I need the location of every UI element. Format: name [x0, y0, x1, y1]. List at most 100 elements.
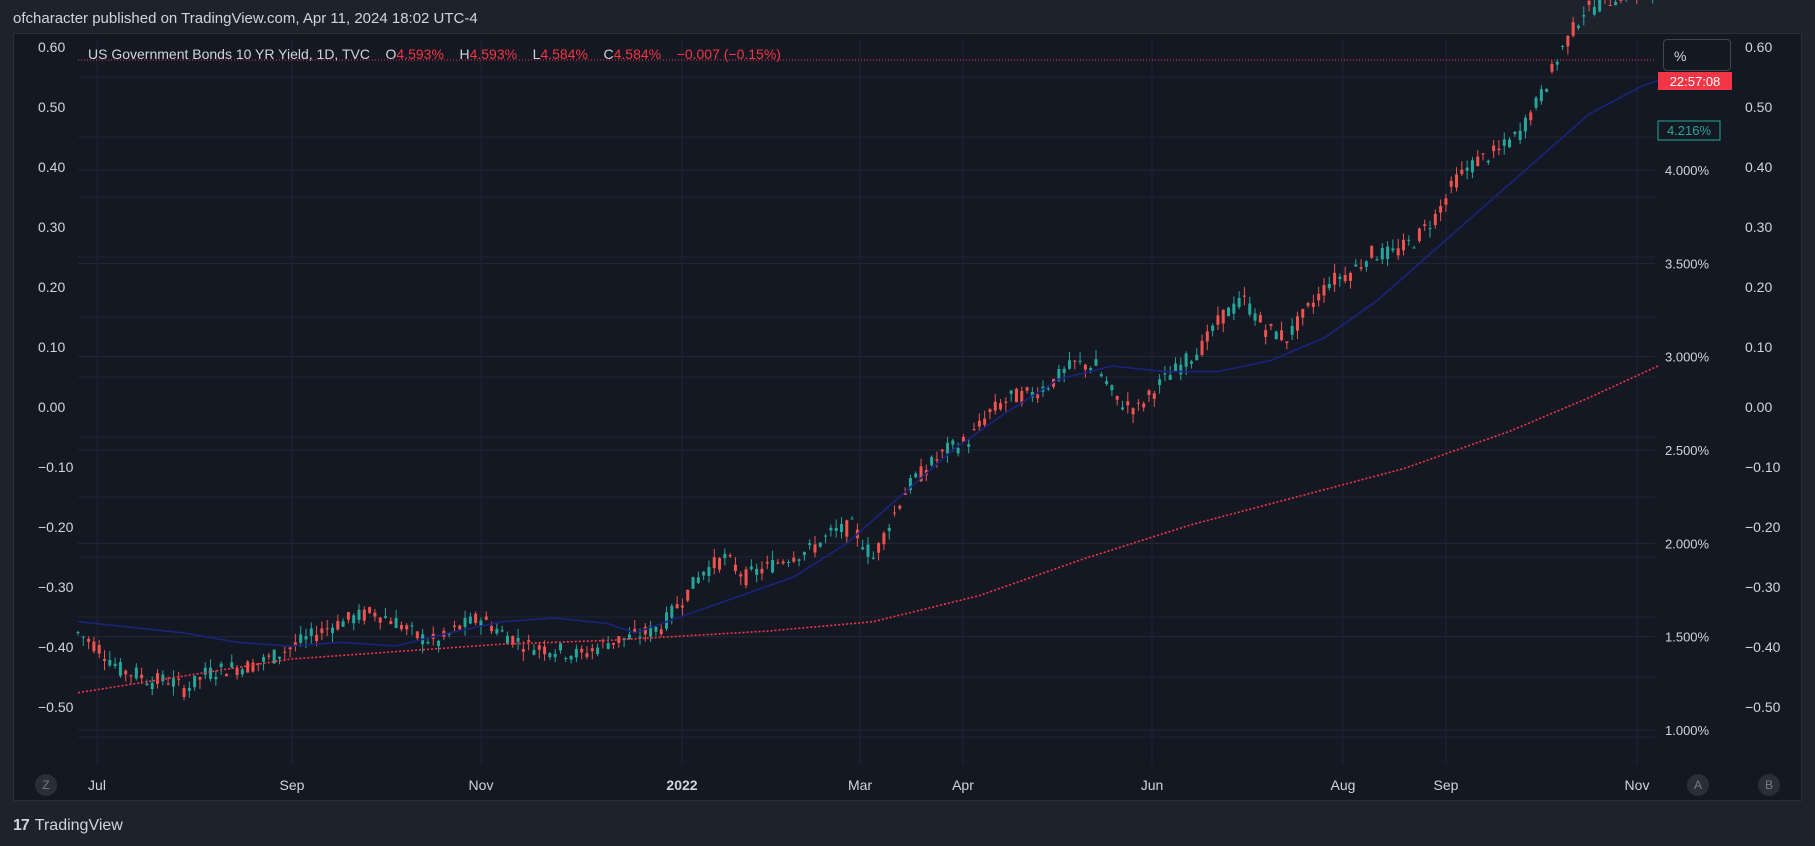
- candle-body: [1004, 401, 1008, 403]
- candle-body: [733, 564, 737, 572]
- candle-body: [797, 559, 801, 561]
- candle-body: [256, 663, 260, 665]
- brand-name: TradingView: [34, 817, 123, 834]
- candle-body: [1301, 308, 1305, 318]
- unit-selector[interactable]: %: [1663, 39, 1731, 71]
- candle-body: [866, 544, 870, 557]
- candle-body: [1025, 387, 1029, 391]
- candle-body: [1555, 61, 1559, 65]
- candle-body: [1242, 295, 1246, 297]
- candle-body: [834, 527, 838, 531]
- candle-body: [718, 558, 722, 570]
- candle-body: [262, 656, 266, 662]
- candle-body: [437, 640, 441, 647]
- candle-body: [452, 625, 456, 627]
- candle-body: [1529, 112, 1533, 121]
- candle-body: [808, 543, 812, 546]
- candle-body: [665, 612, 669, 629]
- candle-body: [246, 661, 250, 673]
- candle-body: [1216, 315, 1220, 325]
- y-left-tick-label: 0.00: [38, 399, 65, 415]
- footer: 17 TradingView: [13, 815, 123, 837]
- candle-body: [792, 557, 796, 562]
- candle-body: [145, 683, 149, 686]
- candle-body: [1486, 160, 1490, 163]
- candle-body: [1227, 307, 1231, 317]
- candle-body: [776, 562, 780, 564]
- candle-body: [839, 523, 843, 533]
- candle-body: [1423, 224, 1427, 227]
- candle-body: [1195, 354, 1199, 361]
- candle-body: [320, 628, 324, 633]
- candle-body: [272, 649, 276, 664]
- candle-body: [1014, 388, 1018, 403]
- candle-body: [1163, 373, 1167, 375]
- y-left-tick-label: 0.30: [38, 219, 65, 235]
- y-left-tick-label: 0.40: [38, 159, 65, 175]
- candle-body: [1317, 293, 1321, 301]
- candle-body: [108, 660, 112, 666]
- candle-body: [914, 473, 918, 478]
- candle-body: [1179, 364, 1183, 375]
- candle-body: [1608, 5, 1612, 7]
- candle-body: [389, 620, 393, 625]
- candle-body: [378, 617, 382, 623]
- candle-body: [474, 613, 478, 623]
- candle-body: [373, 612, 377, 617]
- ma-fast-line: [77, 79, 1659, 647]
- candle-body: [1508, 139, 1512, 148]
- candle-body: [786, 561, 790, 563]
- chart-frame[interactable]: [13, 33, 1802, 801]
- candle-body: [1030, 391, 1034, 398]
- candle-body: [1147, 390, 1151, 395]
- candle-body: [1067, 360, 1071, 369]
- candle-body: [209, 667, 213, 679]
- candle-body: [612, 642, 616, 645]
- auto-scale-button[interactable]: A: [1687, 774, 1709, 796]
- candle-body: [1449, 180, 1453, 187]
- candle-body: [1078, 360, 1082, 362]
- candle-body: [543, 646, 547, 655]
- countdown-badge: [1658, 72, 1732, 90]
- candle-body: [967, 444, 971, 447]
- log-scale-button[interactable]: B: [1758, 774, 1780, 796]
- candle-body: [940, 449, 944, 452]
- candle-body: [956, 447, 960, 454]
- candle-body: [829, 527, 833, 531]
- candle-body: [97, 644, 101, 654]
- candle-body: [781, 561, 785, 564]
- candle-body: [596, 647, 600, 655]
- candle-body: [712, 557, 716, 569]
- open-label: O: [385, 46, 397, 62]
- y-right-tick-label: 0.40: [1745, 159, 1772, 175]
- candle-body: [1417, 228, 1421, 242]
- candle-body: [198, 677, 202, 680]
- candle-body: [723, 553, 727, 559]
- candle-body: [1561, 45, 1565, 47]
- ohlc-legend: US Government Bonds 10 YR Yield, 1D, TVC…: [88, 46, 781, 62]
- candle-body: [1470, 160, 1474, 173]
- candle-body: [299, 634, 303, 643]
- candle-body: [1412, 247, 1416, 249]
- candle-body: [479, 620, 483, 626]
- candle-body: [76, 631, 80, 634]
- close-value: 4.584%: [613, 46, 662, 62]
- open-value: 4.593%: [396, 46, 444, 62]
- candle-body: [1402, 239, 1406, 251]
- x-tick-label: Jun: [1141, 777, 1164, 793]
- candle-body: [553, 653, 557, 658]
- candle-body: [87, 638, 91, 642]
- candle-body: [564, 657, 568, 660]
- candle-body: [1380, 248, 1384, 260]
- candle-body: [1497, 148, 1501, 151]
- candle-body: [993, 401, 997, 411]
- candle-body: [983, 418, 987, 425]
- candle-body: [1518, 130, 1522, 140]
- candle-body: [277, 656, 281, 659]
- high-value: 4.593%: [469, 46, 518, 62]
- candle-body: [309, 628, 313, 636]
- zoom-button[interactable]: Z: [35, 774, 57, 796]
- candle-body: [505, 635, 509, 644]
- candle-body: [680, 605, 684, 608]
